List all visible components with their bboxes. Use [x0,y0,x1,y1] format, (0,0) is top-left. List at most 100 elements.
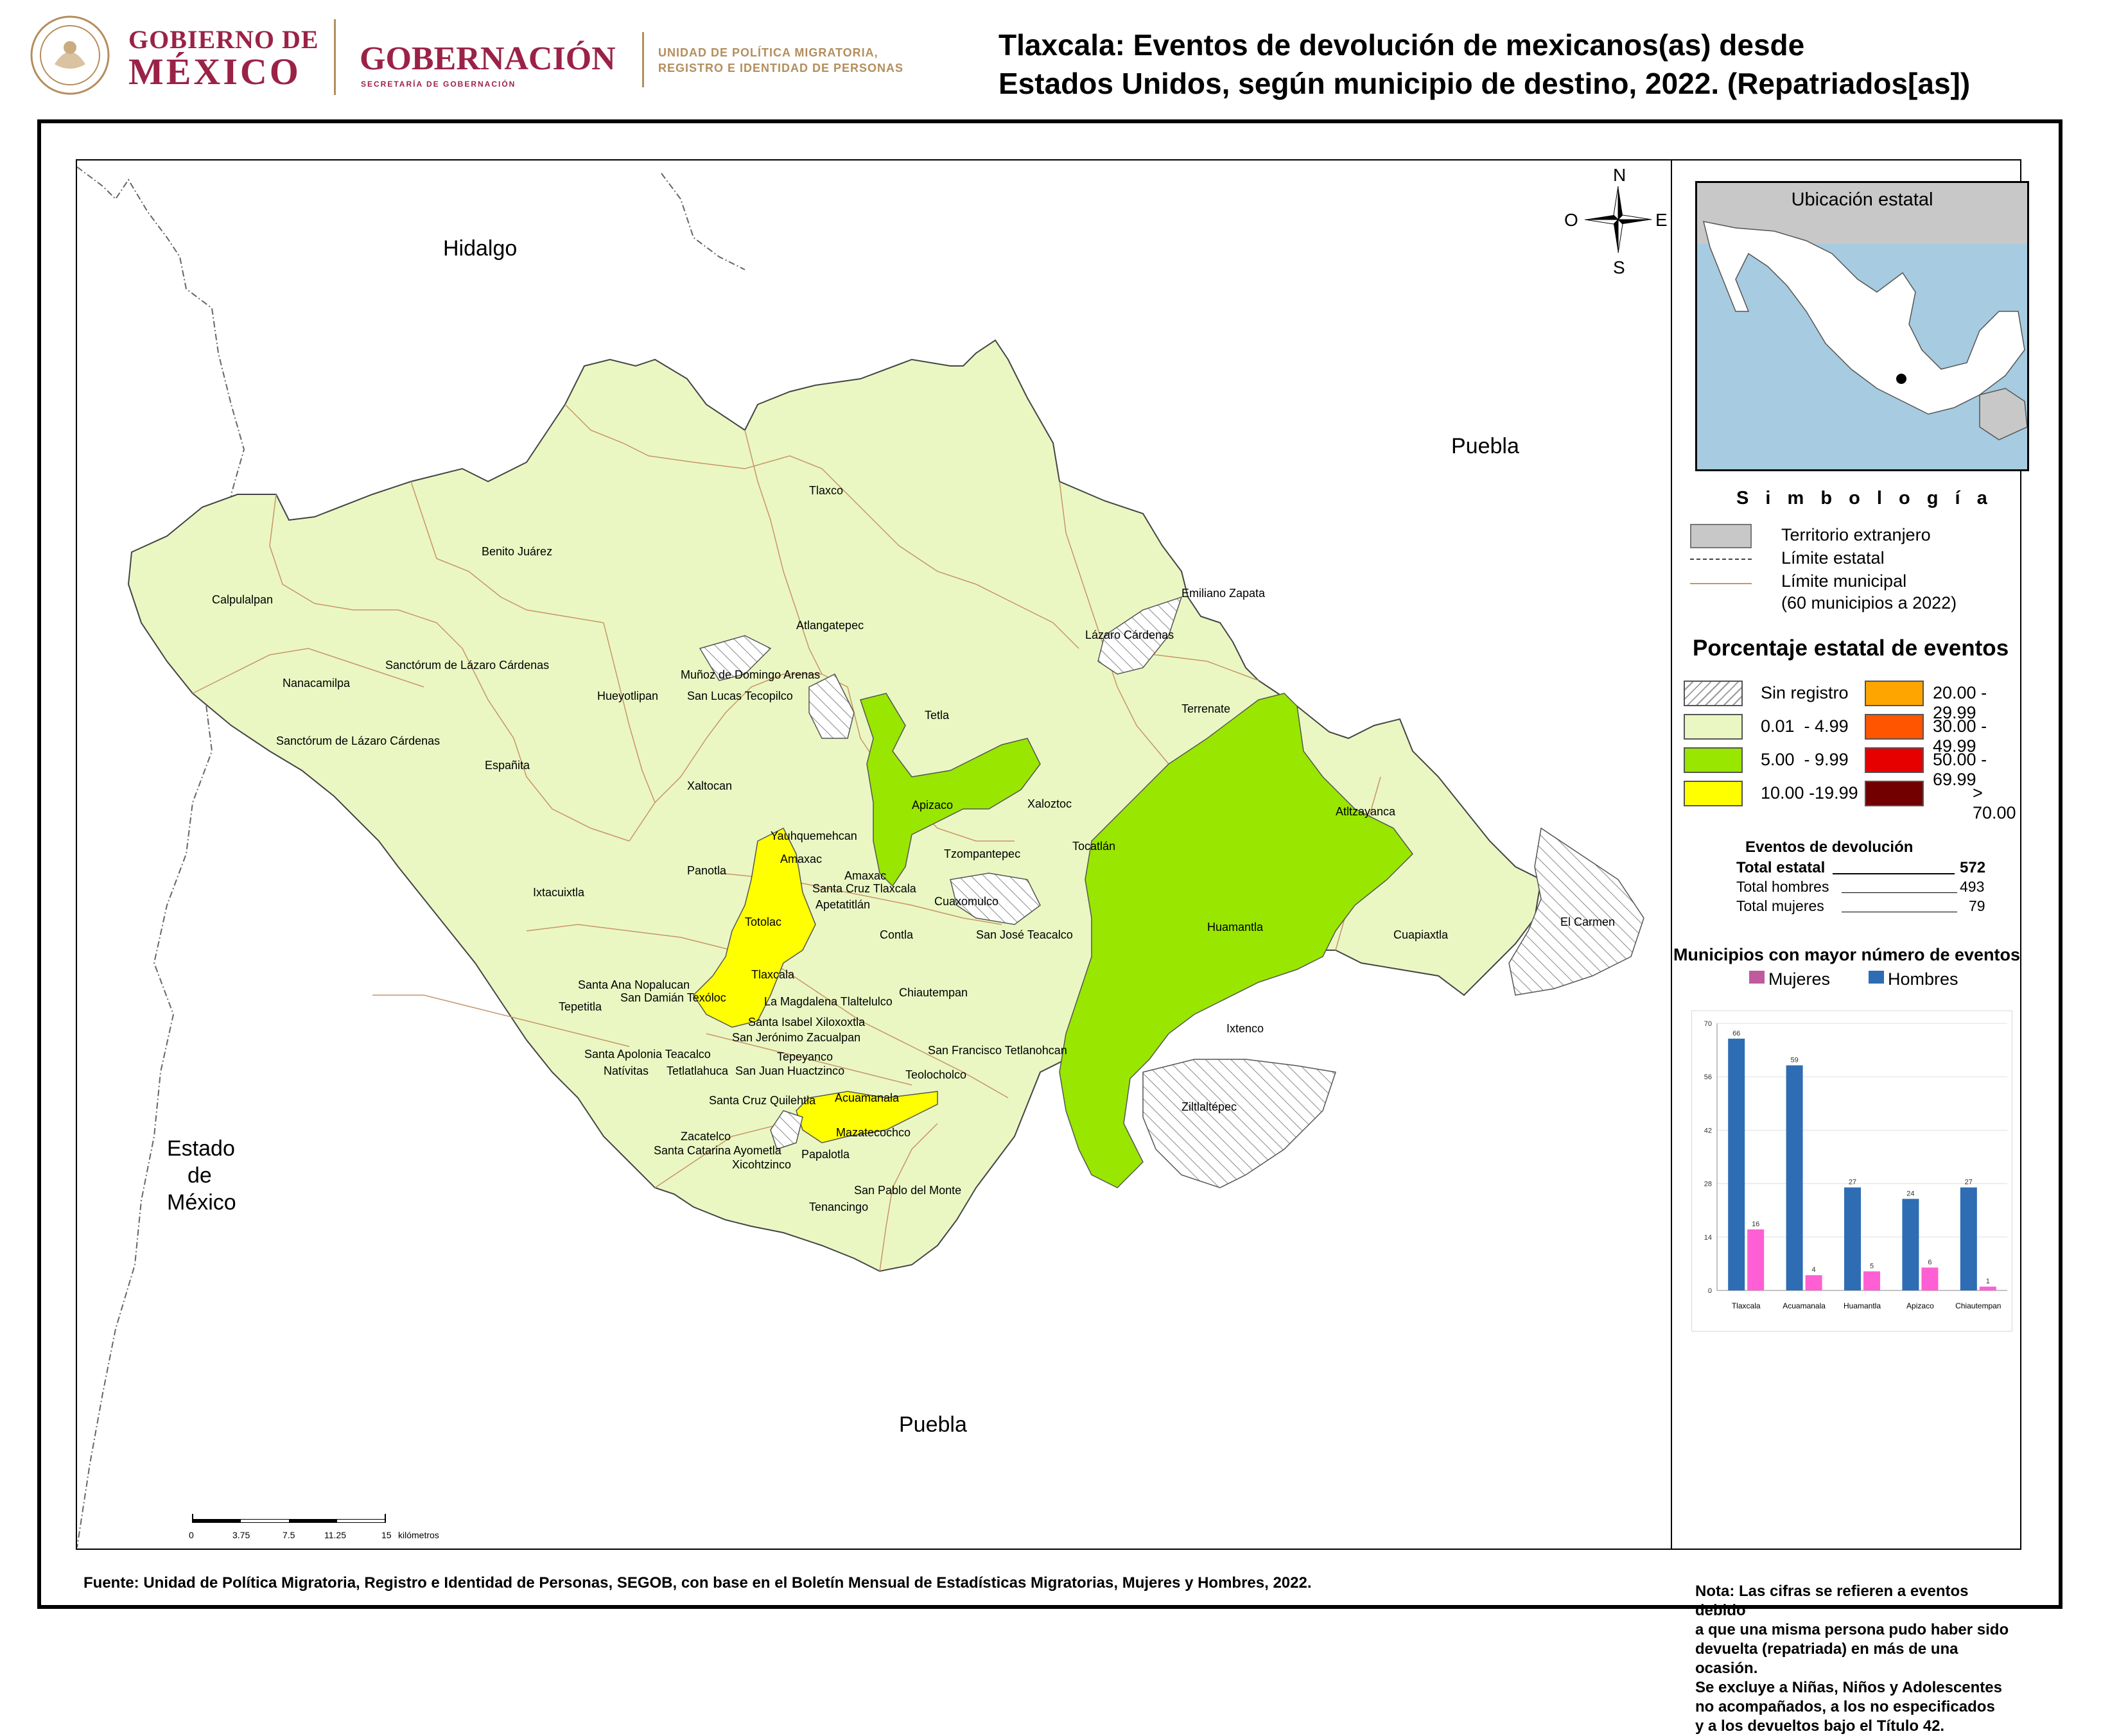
municipality-label: Terrenate [1182,702,1230,715]
municipality-label: Cuapiaxtla [1393,928,1449,941]
municipality-label: Benito Juárez [482,545,552,558]
map-panel: Hidalgo Puebla Puebla Estado de México T… [76,159,1672,1550]
municipality-label: Tzompantepec [944,847,1020,860]
inset-map: Ubicación estatal [1695,181,2029,471]
municipality-label: Hueyotlipan [597,690,658,702]
x-tick-label: Huamantla [1844,1301,1881,1310]
inset-title: Ubicación estatal [1791,189,1933,210]
bar-mujeres [1805,1275,1822,1290]
municipios-note: (60 municipios a 2022) [1781,593,1957,612]
municipality-label: Tetlatlahuca [667,1064,729,1077]
eventos-title: Eventos de devolución [1745,838,1914,856]
municipality-label: Sanctórum de Lázaro Cárdenas [385,659,549,672]
municipality-label: Tepetitla [559,1000,602,1013]
municipality-label: Amaxac [780,853,822,865]
bar-label-hombres: 24 [1906,1190,1914,1197]
municipality-label: Huamantla [1207,921,1264,933]
region-tlaxcala[interactable] [693,827,816,1028]
municipality-label: Acuamanala [835,1091,900,1104]
region-munoz[interactable] [699,635,772,681]
scale-tick-0: 0 [189,1530,194,1540]
edomex-boundary [77,166,245,1548]
municipality-label: Chiautempan [899,986,968,999]
region-small-hatch[interactable] [770,1110,803,1150]
gob-line1: GOBIERNO DE [128,25,319,54]
municipality-labels: Tlaxco Benito Juárez Calpulalpan Emiliano Z… [212,484,1615,1213]
label-class-1: 0.01 - 4.99 [1761,716,1849,736]
compass-s: S [1613,257,1625,277]
unidad-line2: REGISTRO E IDENTIDAD DE PERSONAS [658,62,904,74]
main-frame [37,119,2062,1609]
region-acuamanala[interactable] [796,1091,938,1143]
bar-label-mujeres: 16 [1752,1220,1759,1228]
source-note: Fuente: Unidad de Política Migratoria, R… [83,1574,1312,1592]
municipality-label: Apizaco [912,799,953,812]
gobernacion-text: GOBERNACIÓN [360,40,616,77]
swatch-class-6 [1865,747,1924,773]
label-class-4: 20.00 - 29.99 [1933,683,1987,722]
chart-title: Municipios con mayor número de eventos [1673,945,2021,964]
municipality-label: Tlaxco [809,484,843,497]
gob-line2: MÉXICO [128,51,301,92]
municipality-label: San Juan Huactzinco [735,1064,844,1077]
limite-municipal-label: Límite municipal [1781,571,1907,591]
municipality-label: Totolac [745,916,781,928]
municipality-label: Santa Cruz Quilehtla [709,1094,816,1107]
total-hombres-line [1842,892,1957,893]
municipality-label: Xaloztoc [1027,797,1072,810]
region-lazaro-cardenas[interactable] [1097,596,1183,675]
region-cuaxomulco[interactable] [950,872,1041,925]
label-hidalgo: Hidalgo [443,236,517,261]
municipality-label: Santa Isabel Xiloxoxtla [748,1016,866,1029]
municipality-label: Ziltlaltépec [1182,1100,1237,1113]
y-tick-label: 28 [1704,1181,1712,1188]
bar-mujeres [1747,1229,1765,1290]
region-ziltlaltepec[interactable] [1142,1059,1336,1188]
label-puebla-s: Puebla [899,1412,967,1437]
x-tick-label: Chiautempan [1955,1301,2001,1310]
municipality-label: Ixtenco [1226,1022,1264,1035]
label-puebla-ne: Puebla [1451,434,1519,458]
bar-hombres [1786,1065,1803,1290]
simbologia-title: S i m b o l o g í a [1736,488,1993,508]
swatch-class-7 [1865,781,1924,806]
porcentaje-title: Porcentaje estatal de eventos [1693,636,2009,661]
region-huamantla[interactable] [1059,693,1413,1188]
municipality-label: Ixtacuixtla [533,886,585,899]
nota-line: a que una misma persona pudo haber sido [1695,1621,2009,1638]
municipality-label: Santa Ana Nopalucan [578,978,690,991]
x-tick-label: Tlaxcala [1732,1301,1761,1310]
scale-unit: kilómetros [398,1530,439,1540]
inset-mexico-shape [1702,221,2027,440]
nota-line: Se excluye a Niñas, Niños y Adolescentes [1695,1679,2002,1696]
municipality-label: Nanacamilpa [283,677,351,690]
title-line2: Estados Unidos, según municipio de desti… [998,67,1971,100]
municipality-label: San José Teacalco [976,928,1073,941]
bar-hombres [1728,1038,1745,1290]
side-panel: Ubicación estatal S i m b o l o g í a Te… [1672,159,2029,1735]
compass-e: E [1655,210,1668,230]
municipality-label: Sanctórum de Lázaro Cárdenas [276,734,440,747]
region-el-carmen[interactable] [1508,827,1644,996]
municipality-label: Tepeyanco [777,1050,833,1063]
coat-of-arms-icon [30,15,110,95]
region-tecopilco[interactable] [808,673,855,739]
municipality-label: Santa Cruz Tlaxcala [812,882,917,895]
region-apizaco[interactable] [860,693,1041,887]
label-class-6: 50.00 - 69.99 [1933,750,1987,789]
municipality-label: Tenancingo [809,1201,868,1213]
label-sin-registro: Sin registro [1761,683,1849,702]
municipality-label: Emiliano Zapata [1182,587,1266,600]
scale-tick-4: 15 [381,1530,392,1540]
municipality-label: Teolocholco [905,1068,966,1081]
label-class-7: > 70.00 [1973,783,2016,822]
municipality-label: Santa Apolonia Teacalco [584,1048,711,1061]
nota-line: Nota: Las cifras se refieren a eventos d… [1695,1583,1969,1619]
municipality-label: Panotla [687,864,727,877]
y-tick-label: 42 [1704,1127,1712,1134]
limite-estatal-line [1690,559,1752,560]
x-tick-label: Acuamanala [1783,1301,1826,1310]
compass-icon: N S E O [1564,165,1668,277]
bar-hombres [1960,1187,1977,1290]
municipality-label: Mazatecochco [836,1126,911,1139]
